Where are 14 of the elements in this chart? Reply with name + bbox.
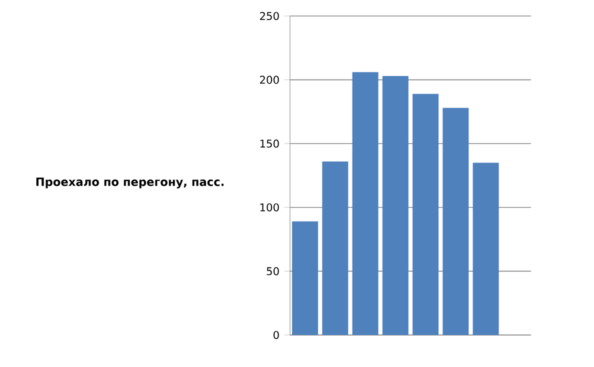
y-tick-label: 0 xyxy=(274,330,279,340)
y-axis-title: Проехало по перегону, пасс. xyxy=(36,178,224,188)
bar xyxy=(352,72,378,335)
y-tick-label: 150 xyxy=(260,140,279,148)
y-tick-label: 100 xyxy=(260,203,279,212)
bar xyxy=(382,76,408,335)
bar xyxy=(472,162,499,335)
y-tick-label: 250 xyxy=(260,12,279,20)
bar xyxy=(442,108,469,335)
y-tick-label: 50 xyxy=(266,267,279,276)
bar xyxy=(292,221,318,335)
y-tick-label: 200 xyxy=(260,76,279,84)
bar xyxy=(412,94,439,335)
bar xyxy=(322,161,348,335)
